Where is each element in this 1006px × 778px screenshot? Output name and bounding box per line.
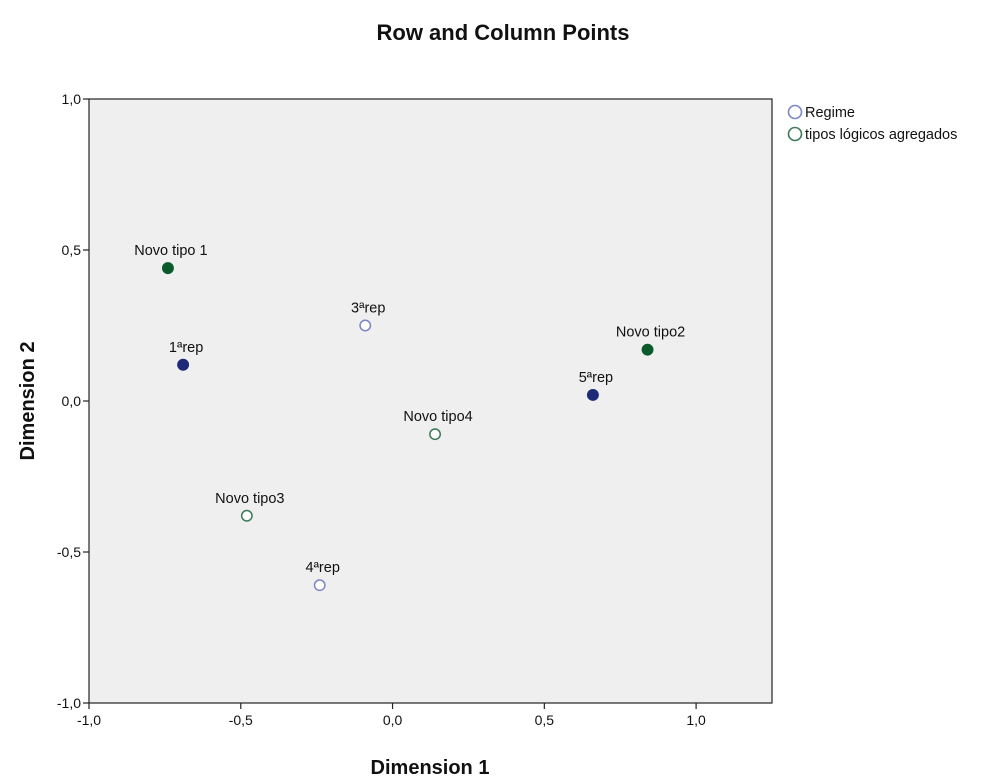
y-tick-label: -0,5 bbox=[57, 544, 81, 560]
point-label: Novo tipo4 bbox=[403, 409, 472, 425]
axis-ticks: -1,0 -0,5 0,0 0,5 1,0 -1,0 -0,5 0,0 0,5 1,0 bbox=[57, 91, 706, 728]
x-axis-title: Dimension 1 bbox=[371, 757, 490, 778]
x-tick-label: -0,5 bbox=[229, 712, 253, 728]
point-label: 5ªrep bbox=[579, 370, 613, 386]
legend-label: Regime bbox=[805, 105, 855, 121]
point-label: 3ªrep bbox=[351, 301, 385, 317]
data-point bbox=[586, 389, 599, 401]
data-point bbox=[240, 509, 253, 522]
data-point bbox=[429, 428, 442, 441]
y-axis-title: Dimension 2 bbox=[17, 342, 39, 461]
plot-area bbox=[88, 98, 773, 704]
legend-label: tipos lógicos agregados bbox=[805, 127, 957, 143]
x-tick-label: -1,0 bbox=[77, 712, 101, 728]
y-tick-label: -1,0 bbox=[57, 695, 81, 711]
data-point bbox=[161, 262, 174, 275]
point-label: Novo tipo2 bbox=[616, 325, 685, 341]
data-point bbox=[641, 343, 654, 356]
data-point bbox=[313, 579, 326, 592]
x-tick-label: 0,5 bbox=[535, 712, 555, 728]
point-label: 1ªrep bbox=[169, 340, 203, 356]
x-tick-label: 0,0 bbox=[383, 712, 403, 728]
point-label: Novo tipo 1 bbox=[134, 243, 207, 259]
point-label: 4ªrep bbox=[306, 560, 340, 576]
chart-title: Row and Column Points bbox=[377, 20, 630, 45]
data-point bbox=[359, 319, 372, 332]
point-label: Novo tipo3 bbox=[215, 491, 284, 507]
y-tick-label: 0,0 bbox=[62, 393, 82, 409]
data-points: 1ªrep 3ªrep 4ªrep 5ªrep Novo tipo 1 Novo tipo… bbox=[134, 243, 685, 592]
legend-marker bbox=[787, 104, 803, 120]
y-tick-label: 1,0 bbox=[62, 91, 82, 107]
legend-marker bbox=[787, 126, 803, 142]
legend: Regime tipos lógicos agregados bbox=[787, 104, 957, 143]
x-tick-label: 1,0 bbox=[686, 712, 706, 728]
data-point bbox=[177, 358, 190, 371]
y-tick-label: 0,5 bbox=[62, 242, 82, 258]
